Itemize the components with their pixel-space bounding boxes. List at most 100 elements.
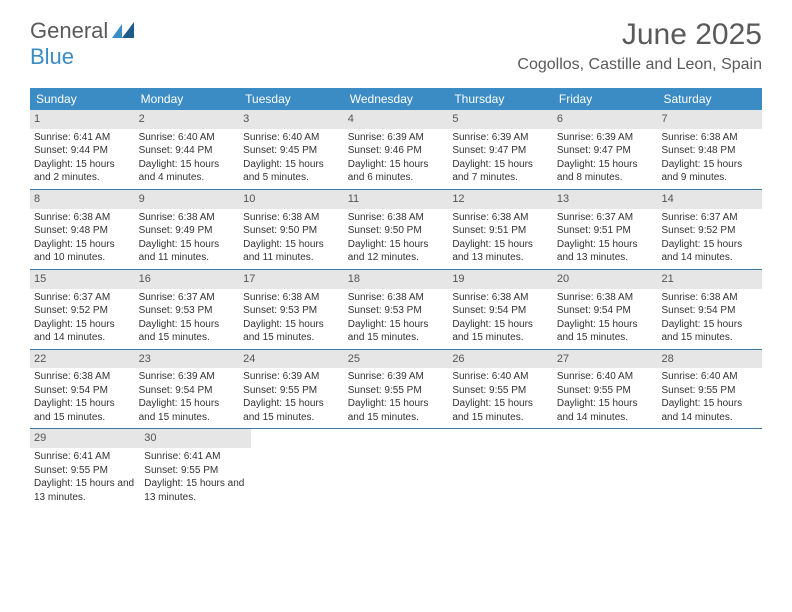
logo-text-1: General <box>30 18 108 44</box>
day-cell: 21Sunrise: 6:38 AMSunset: 9:54 PMDayligh… <box>657 270 762 349</box>
daylight-text: Daylight: 15 hours and 13 minutes. <box>34 477 136 504</box>
daylight-text: Daylight: 15 hours and 14 minutes. <box>557 397 654 424</box>
weeks-container: 1Sunrise: 6:41 AMSunset: 9:44 PMDaylight… <box>30 110 762 508</box>
daylight-text: Daylight: 15 hours and 15 minutes. <box>452 397 549 424</box>
week-row: 29Sunrise: 6:41 AMSunset: 9:55 PMDayligh… <box>30 429 762 508</box>
daylight-text: Daylight: 15 hours and 13 minutes. <box>452 238 549 265</box>
daylight-text: Daylight: 15 hours and 13 minutes. <box>557 238 654 265</box>
weekday-header: Wednesday <box>344 88 449 110</box>
empty-cell <box>557 429 659 508</box>
day-number: 28 <box>657 350 762 369</box>
sunrise-text: Sunrise: 6:38 AM <box>348 211 445 225</box>
sunrise-text: Sunrise: 6:41 AM <box>144 450 246 464</box>
day-number: 9 <box>135 190 240 209</box>
sunset-text: Sunset: 9:54 PM <box>34 384 131 398</box>
daylight-text: Daylight: 15 hours and 5 minutes. <box>243 158 340 185</box>
sunset-text: Sunset: 9:50 PM <box>243 224 340 238</box>
weekday-header: Saturday <box>657 88 762 110</box>
daylight-text: Daylight: 15 hours and 11 minutes. <box>243 238 340 265</box>
location-text: Cogollos, Castille and Leon, Spain <box>517 56 762 74</box>
day-number: 27 <box>553 350 658 369</box>
daylight-text: Daylight: 15 hours and 4 minutes. <box>139 158 236 185</box>
weekday-header: Thursday <box>448 88 553 110</box>
day-number: 19 <box>448 270 553 289</box>
sunrise-text: Sunrise: 6:40 AM <box>557 370 654 384</box>
month-title: June 2025 <box>517 18 762 52</box>
sunset-text: Sunset: 9:45 PM <box>243 144 340 158</box>
day-number: 11 <box>344 190 449 209</box>
day-cell: 15Sunrise: 6:37 AMSunset: 9:52 PMDayligh… <box>30 270 135 349</box>
day-number: 16 <box>135 270 240 289</box>
day-cell: 26Sunrise: 6:40 AMSunset: 9:55 PMDayligh… <box>448 350 553 429</box>
sunset-text: Sunset: 9:50 PM <box>348 224 445 238</box>
sunset-text: Sunset: 9:44 PM <box>34 144 131 158</box>
day-cell: 22Sunrise: 6:38 AMSunset: 9:54 PMDayligh… <box>30 350 135 429</box>
day-number: 18 <box>344 270 449 289</box>
sunset-text: Sunset: 9:54 PM <box>139 384 236 398</box>
day-number: 5 <box>448 110 553 129</box>
logo: General <box>30 18 136 44</box>
day-cell: 23Sunrise: 6:39 AMSunset: 9:54 PMDayligh… <box>135 350 240 429</box>
day-cell: 16 Sunrise: 6:37 AMSunset: 9:53 PMDayligh… <box>135 270 240 349</box>
sunrise-text: Sunrise: 6:37 AM <box>34 291 131 305</box>
day-cell: 9Sunrise: 6:38 AMSunset: 9:49 PMDaylight… <box>135 190 240 269</box>
day-number: 1 <box>30 110 135 129</box>
daylight-text: Daylight: 15 hours and 14 minutes. <box>661 397 758 424</box>
day-cell: 28Sunrise: 6:40 AMSunset: 9:55 PMDayligh… <box>657 350 762 429</box>
sunrise-text: Sunrise: 6:38 AM <box>139 211 236 225</box>
day-cell: 11Sunrise: 6:38 AMSunset: 9:50 PMDayligh… <box>344 190 449 269</box>
day-number: 23 <box>135 350 240 369</box>
day-cell: 1 Sunrise: 6:41 AMSunset: 9:44 PMDaylight… <box>30 110 135 189</box>
sunset-text: Sunset: 9:54 PM <box>661 304 758 318</box>
day-number: 22 <box>30 350 135 369</box>
empty-cell <box>353 429 455 508</box>
sunrise-text: Sunrise: 6:38 AM <box>452 211 549 225</box>
day-number: 2 <box>135 110 240 129</box>
daylight-text: Daylight: 15 hours and 10 minutes. <box>34 238 131 265</box>
day-number: 29 <box>30 429 140 448</box>
day-cell: 14Sunrise: 6:37 AMSunset: 9:52 PMDayligh… <box>657 190 762 269</box>
daylight-text: Daylight: 15 hours and 15 minutes. <box>139 397 236 424</box>
sunset-text: Sunset: 9:55 PM <box>661 384 758 398</box>
sunrise-text: Sunrise: 6:38 AM <box>661 291 758 305</box>
day-number: 14 <box>657 190 762 209</box>
daylight-text: Daylight: 15 hours and 15 minutes. <box>348 318 445 345</box>
daylight-text: Daylight: 15 hours and 15 minutes. <box>139 318 236 345</box>
sunrise-text: Sunrise: 6:39 AM <box>557 131 654 145</box>
sunrise-text: Sunrise: 6:38 AM <box>34 370 131 384</box>
day-number: 3 <box>239 110 344 129</box>
sunset-text: Sunset: 9:55 PM <box>452 384 549 398</box>
sunset-text: Sunset: 9:52 PM <box>34 304 131 318</box>
day-number: 17 <box>239 270 344 289</box>
sunrise-text: Sunrise: 6:37 AM <box>139 291 236 305</box>
day-number: 12 <box>448 190 553 209</box>
sunset-text: Sunset: 9:48 PM <box>34 224 131 238</box>
sunrise-text: Sunrise: 6:40 AM <box>139 131 236 145</box>
day-cell: 20Sunrise: 6:38 AMSunset: 9:54 PMDayligh… <box>553 270 658 349</box>
sunrise-text: Sunrise: 6:41 AM <box>34 131 131 145</box>
weekday-header: Monday <box>135 88 240 110</box>
sunset-text: Sunset: 9:55 PM <box>243 384 340 398</box>
daylight-text: Daylight: 15 hours and 15 minutes. <box>243 397 340 424</box>
daylight-text: Daylight: 15 hours and 14 minutes. <box>661 238 758 265</box>
daylight-text: Daylight: 15 hours and 15 minutes. <box>557 318 654 345</box>
sunrise-text: Sunrise: 6:37 AM <box>557 211 654 225</box>
daylight-text: Daylight: 15 hours and 2 minutes. <box>34 158 131 185</box>
sunrise-text: Sunrise: 6:41 AM <box>34 450 136 464</box>
day-cell: 10Sunrise: 6:38 AMSunset: 9:50 PMDayligh… <box>239 190 344 269</box>
day-number: 26 <box>448 350 553 369</box>
sunrise-text: Sunrise: 6:37 AM <box>661 211 758 225</box>
day-cell: 30Sunrise: 6:41 AMSunset: 9:55 PMDayligh… <box>140 429 250 508</box>
day-number: 8 <box>30 190 135 209</box>
day-cell: 25Sunrise: 6:39 AMSunset: 9:55 PMDayligh… <box>344 350 449 429</box>
sunset-text: Sunset: 9:53 PM <box>139 304 236 318</box>
sunset-text: Sunset: 9:55 PM <box>144 464 246 478</box>
day-cell: 6Sunrise: 6:39 AMSunset: 9:47 PMDaylight… <box>553 110 658 189</box>
day-number: 7 <box>657 110 762 129</box>
week-row: 15Sunrise: 6:37 AMSunset: 9:52 PMDayligh… <box>30 270 762 350</box>
day-cell: 7Sunrise: 6:38 AMSunset: 9:48 PMDaylight… <box>657 110 762 189</box>
sunrise-text: Sunrise: 6:40 AM <box>452 370 549 384</box>
day-cell: 4Sunrise: 6:39 AMSunset: 9:46 PMDaylight… <box>344 110 449 189</box>
day-number: 20 <box>553 270 658 289</box>
day-number: 10 <box>239 190 344 209</box>
